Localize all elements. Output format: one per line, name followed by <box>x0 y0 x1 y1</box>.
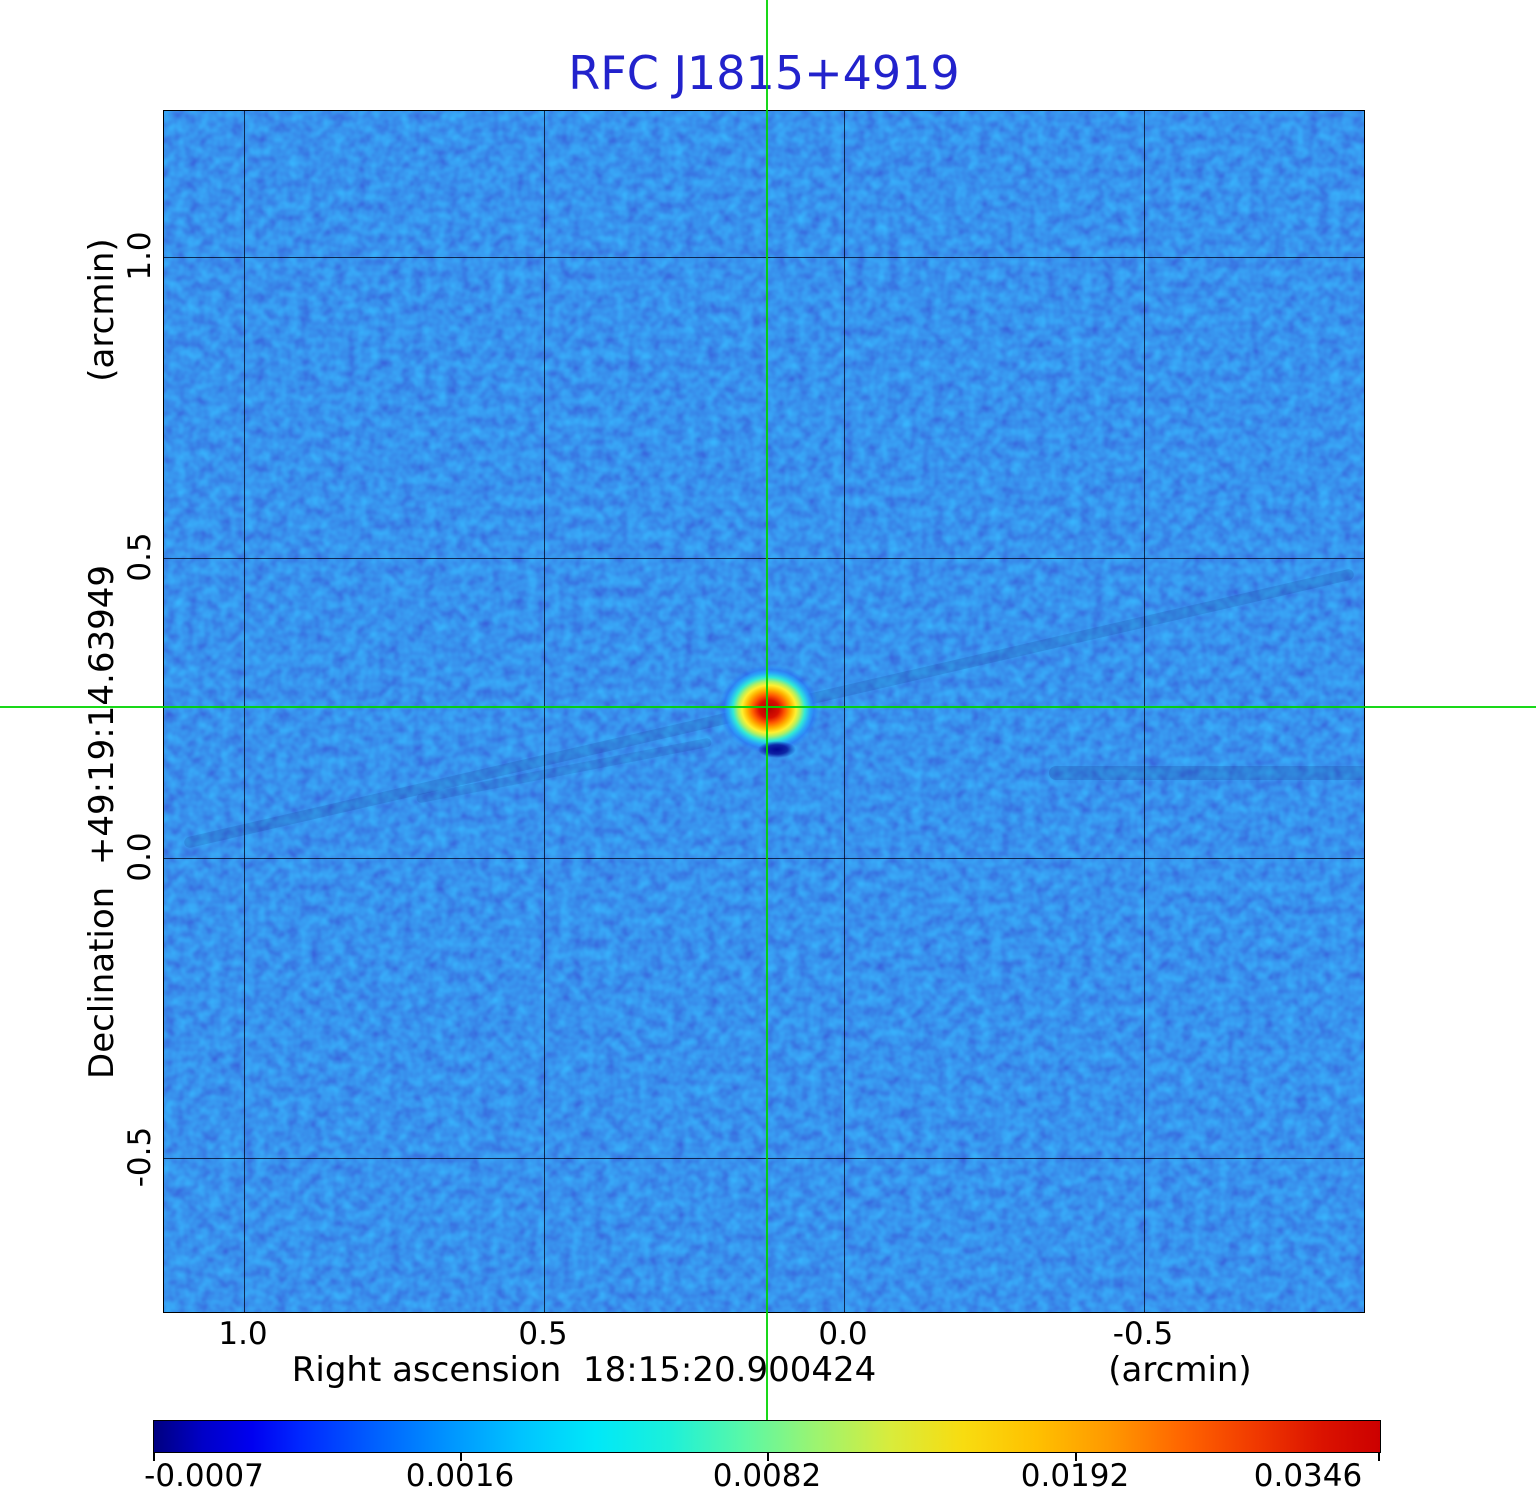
colorbar-tick-label: 0.0082 <box>712 1458 822 1494</box>
figure-title: RFC J1815+4919 <box>568 46 960 100</box>
colorbar-tick <box>1075 1453 1077 1461</box>
grid-line-horizontal <box>164 858 1364 859</box>
colorbar-tick-label: 0.0192 <box>1020 1458 1130 1494</box>
grid-line-horizontal <box>164 1158 1364 1159</box>
colorbar <box>153 1420 1381 1453</box>
negative-sidelobe-spot <box>758 741 796 758</box>
y-axis-label: Declination +49:19:14.63949 <box>82 565 122 1079</box>
colorbar-tick <box>767 1453 769 1461</box>
grid-line-horizontal <box>164 257 1364 258</box>
x-axis-unit: (arcmin) <box>1108 1350 1252 1390</box>
y-tick-label: -0.5 <box>122 1126 158 1188</box>
y-tick-label: 1.0 <box>122 231 158 281</box>
grid-line-vertical <box>544 111 545 1312</box>
grid-line-vertical <box>844 111 845 1312</box>
x-tick-label: 1.0 <box>218 1316 268 1352</box>
colorbar-tick-label: 0.0346 <box>1253 1458 1363 1494</box>
x-tick-label: -0.5 <box>1112 1316 1174 1352</box>
y-tick-label: 0.0 <box>122 832 158 882</box>
x-axis-label: Right ascension 18:15:20.900424 <box>291 1350 877 1390</box>
colorbar-tick-label: 0.0016 <box>405 1458 515 1494</box>
x-tick-label: 0.0 <box>818 1316 868 1352</box>
y-axis-unit: (arcmin) <box>82 238 122 382</box>
grid-line-vertical <box>244 111 245 1312</box>
plot-area <box>163 110 1365 1313</box>
x-tick-label: 0.5 <box>518 1316 568 1352</box>
crosshair-vertical-line <box>766 0 768 1420</box>
grid-line-vertical <box>1144 111 1145 1312</box>
colorbar-tick-label: -0.0007 <box>144 1458 264 1494</box>
colorbar-tick <box>1378 1453 1380 1461</box>
y-tick-label: 0.5 <box>122 532 158 582</box>
colorbar-tick <box>460 1453 462 1461</box>
crosshair-horizontal-line <box>0 706 1536 708</box>
colorbar-tick <box>153 1453 155 1461</box>
radio-source-blob <box>719 665 819 753</box>
sidelobe-band <box>1049 766 1364 780</box>
grid-line-horizontal <box>164 558 1364 559</box>
